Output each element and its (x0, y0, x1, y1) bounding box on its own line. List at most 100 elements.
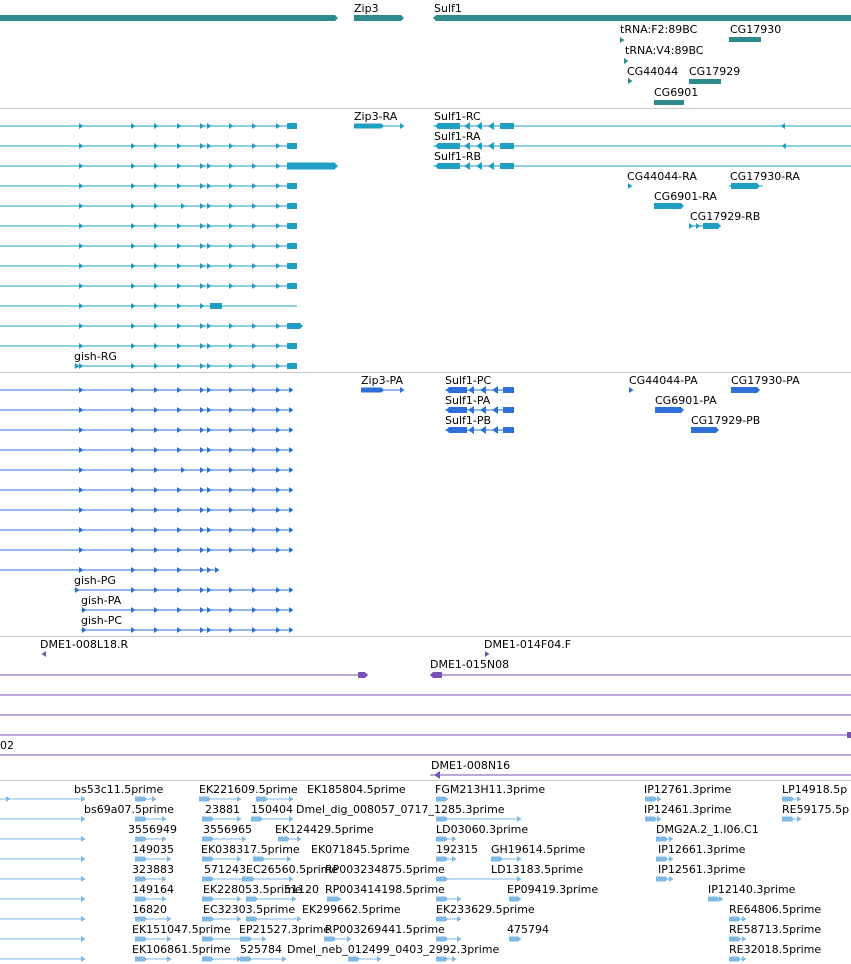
feature-label-ek071845-5prime[interactable]: EK071845.5prime (311, 843, 410, 856)
feature-label-dme1-008l18-r[interactable]: DME1-008L18.R (40, 638, 129, 651)
feature-block[interactable] (729, 916, 741, 922)
feature-label-ec32303-5prime[interactable]: EC32303.5prime (203, 903, 296, 916)
exon-block[interactable] (287, 203, 297, 209)
feature-block[interactable] (327, 896, 339, 902)
feature-block[interactable] (729, 936, 741, 942)
feature-label-gish-pg[interactable]: gish-PG (74, 574, 116, 587)
feature-label-trna-f2-89bc[interactable]: tRNA:F2:89BC (620, 23, 698, 36)
feature-block[interactable] (135, 916, 147, 922)
feature-label-dme1-015n08[interactable]: DME1-015N08 (430, 658, 510, 671)
feature-label-rp003234875-5prime[interactable]: RP003234875.5prime (325, 863, 445, 876)
feature-block[interactable] (202, 916, 214, 922)
feature-label-gish-pa[interactable]: gish-PA (81, 594, 122, 607)
feature-label-ip12661-3prime[interactable]: IP12661.3prime (658, 843, 746, 856)
feature-label-bs53c11-5prime[interactable]: bs53c11.5prime (74, 783, 164, 796)
feature-label-gish-rg[interactable]: gish-RG (74, 350, 117, 363)
feature-block[interactable] (435, 123, 460, 129)
feature-block[interactable] (135, 856, 147, 862)
feature-label-cg44044-ra[interactable]: CG44044-RA (627, 170, 697, 183)
feature-label-sulf1[interactable]: Sulf1 (434, 2, 462, 15)
feature-block[interactable] (278, 836, 290, 842)
feature-label-cg44044-pa[interactable]: CG44044-PA (629, 374, 698, 387)
feature-block[interactable] (202, 816, 214, 822)
feature-label-ld03060-3prime[interactable]: LD03060.3prime (436, 823, 529, 836)
feature-block[interactable] (135, 956, 147, 962)
exon-block[interactable] (503, 387, 514, 393)
feature-block[interactable] (703, 223, 721, 229)
feature-label-lp14918-5p[interactable]: LP14918.5p (782, 783, 848, 796)
feature-block[interactable] (135, 876, 147, 882)
feature-label-sulf1-rc[interactable]: Sulf1-RC (434, 110, 481, 123)
feature-label-cg17930-ra[interactable]: CG17930-RA (730, 170, 800, 183)
exon-block[interactable] (500, 143, 514, 149)
feature-label-cg44044[interactable]: CG44044 (627, 65, 679, 78)
feature-block[interactable] (354, 15, 404, 21)
feature-block[interactable] (202, 836, 214, 842)
feature-label-ek299662-5prime[interactable]: EK299662.5prime (302, 903, 401, 916)
feature-block[interactable] (324, 936, 336, 942)
feature-block[interactable] (287, 162, 338, 170)
feature-block[interactable] (656, 856, 668, 862)
exon-block[interactable] (287, 123, 297, 129)
exon-block[interactable] (287, 223, 297, 229)
feature-block[interactable] (358, 672, 368, 678)
feature-label-ek038317-5prime[interactable]: EK038317.5prime (201, 843, 300, 856)
feature-block[interactable] (348, 956, 360, 962)
feature-block[interactable] (436, 876, 448, 882)
feature-block[interactable] (251, 816, 263, 822)
feature-label-23881[interactable]: 23881 (205, 803, 240, 816)
exon-block[interactable] (500, 123, 514, 129)
feature-label-3556965[interactable]: 3556965 (203, 823, 252, 836)
feature-label-149035[interactable]: 149035 (132, 843, 174, 856)
feature-label-02[interactable]: 02 (0, 739, 14, 752)
feature-block[interactable] (782, 796, 794, 802)
feature-label-cg17930[interactable]: CG17930 (730, 23, 782, 36)
feature-label-323883[interactable]: 323883 (132, 863, 174, 876)
exon-block[interactable] (847, 732, 851, 738)
exon-block[interactable] (287, 243, 297, 249)
feature-block[interactable] (656, 836, 668, 842)
feature-block[interactable] (202, 936, 214, 942)
feature-label-cg17929[interactable]: CG17929 (689, 65, 741, 78)
feature-block[interactable] (430, 672, 442, 678)
feature-block[interactable] (436, 956, 448, 962)
feature-block[interactable] (202, 876, 214, 882)
feature-block[interactable] (436, 816, 448, 822)
feature-label-ep21527-3prime[interactable]: EP21527.3prime (239, 923, 331, 936)
feature-label-re58713-5prime[interactable]: RE58713.5prime (729, 923, 822, 936)
gene-cg17930[interactable] (729, 37, 761, 42)
feature-label-ip12140-3prime[interactable]: IP12140.3prime (708, 883, 796, 896)
exon-block[interactable] (287, 183, 297, 189)
feature-block[interactable] (202, 896, 214, 902)
feature-block[interactable] (253, 856, 265, 862)
feature-block[interactable] (436, 896, 448, 902)
feature-label-ec26560-5prime[interactable]: EC26560.5prime (246, 863, 339, 876)
feature-block[interactable] (240, 956, 252, 962)
feature-block[interactable] (0, 15, 338, 21)
feature-block[interactable] (135, 896, 147, 902)
feature-label-ep09419-3prime[interactable]: EP09419.3prime (507, 883, 599, 896)
feature-label-sulf1-ra[interactable]: Sulf1-RA (434, 130, 481, 143)
feature-block[interactable] (246, 916, 258, 922)
feature-label-51120[interactable]: 51120 (284, 883, 319, 896)
feature-label-ek185804-5prime[interactable]: EK185804.5prime (307, 783, 406, 796)
feature-block[interactable] (436, 936, 448, 942)
feature-block[interactable] (491, 856, 503, 862)
feature-label-gh19614-5prime[interactable]: GH19614.5prime (491, 843, 586, 856)
feature-label-ip12561-3prime[interactable]: IP12561.3prime (658, 863, 746, 876)
feature-block[interactable] (246, 896, 258, 902)
feature-label-cg6901-pa[interactable]: CG6901-PA (655, 394, 717, 407)
feature-block[interactable] (708, 896, 720, 902)
feature-block[interactable] (436, 916, 448, 922)
feature-label-ek228053-5prime[interactable]: EK228053.5prime (203, 883, 302, 896)
feature-label-150404[interactable]: 150404 (251, 803, 293, 816)
feature-label-ip12461-3prime[interactable]: IP12461.3prime (644, 803, 732, 816)
feature-block[interactable] (446, 407, 467, 413)
feature-label-dme1-008n16[interactable]: DME1-008N16 (431, 759, 511, 772)
gene-cg6901[interactable] (654, 100, 684, 105)
feature-block[interactable] (645, 816, 657, 822)
feature-block[interactable] (691, 427, 719, 433)
feature-label-sulf1-pa[interactable]: Sulf1-PA (445, 394, 491, 407)
feature-block[interactable] (446, 427, 467, 433)
exon-block[interactable] (287, 283, 297, 289)
